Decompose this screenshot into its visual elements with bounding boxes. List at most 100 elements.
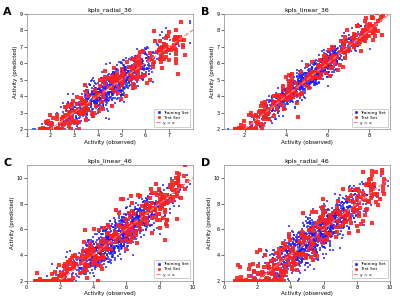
Point bbox=[300, 78, 306, 83]
Point bbox=[334, 215, 341, 220]
Point bbox=[295, 84, 302, 89]
Point bbox=[317, 214, 324, 219]
Point bbox=[163, 201, 169, 205]
Point bbox=[297, 69, 304, 74]
Point bbox=[306, 233, 312, 238]
Point bbox=[286, 79, 292, 84]
Point bbox=[120, 71, 127, 76]
Point bbox=[114, 237, 121, 241]
Point bbox=[103, 246, 110, 251]
Point bbox=[128, 219, 134, 224]
Point bbox=[121, 231, 127, 236]
Point bbox=[341, 220, 347, 225]
Point bbox=[238, 278, 244, 283]
Point bbox=[248, 120, 254, 125]
Point bbox=[338, 215, 344, 219]
Point bbox=[270, 266, 277, 271]
Point bbox=[122, 250, 128, 255]
Point bbox=[246, 267, 252, 271]
Point bbox=[92, 92, 98, 97]
Point bbox=[265, 112, 271, 117]
Point bbox=[110, 90, 116, 95]
Point bbox=[100, 102, 106, 107]
Point bbox=[97, 97, 103, 102]
Point bbox=[118, 88, 125, 93]
Point bbox=[80, 112, 87, 116]
Point bbox=[100, 105, 106, 109]
Point bbox=[90, 254, 96, 259]
Point bbox=[103, 241, 109, 245]
Point bbox=[300, 211, 306, 215]
Point bbox=[285, 259, 292, 264]
Point bbox=[156, 186, 162, 191]
Point bbox=[113, 238, 119, 242]
Point bbox=[121, 64, 127, 69]
Point bbox=[280, 83, 286, 88]
Point bbox=[256, 272, 262, 277]
Point bbox=[125, 74, 132, 79]
Point bbox=[134, 68, 140, 73]
Point bbox=[174, 187, 180, 192]
Point bbox=[83, 253, 90, 258]
Point bbox=[369, 24, 376, 28]
Point bbox=[298, 82, 305, 87]
Point bbox=[296, 93, 302, 98]
Point bbox=[149, 57, 156, 62]
Point bbox=[104, 85, 110, 89]
Point bbox=[148, 56, 154, 61]
Point bbox=[300, 81, 306, 85]
Point bbox=[58, 278, 64, 283]
Point bbox=[310, 74, 316, 79]
Point bbox=[312, 245, 318, 250]
Point bbox=[172, 189, 178, 194]
Point bbox=[149, 70, 156, 75]
Point bbox=[102, 97, 108, 102]
Point bbox=[86, 245, 93, 249]
Point bbox=[276, 97, 282, 102]
Point bbox=[292, 255, 298, 259]
Point bbox=[326, 60, 332, 65]
Point bbox=[349, 42, 355, 47]
Point bbox=[345, 210, 351, 215]
Point bbox=[369, 15, 376, 20]
Point bbox=[111, 244, 117, 249]
Point bbox=[296, 91, 303, 96]
Point bbox=[103, 229, 110, 234]
Point bbox=[92, 255, 99, 260]
Point bbox=[77, 112, 83, 117]
Point bbox=[312, 77, 318, 82]
Point bbox=[84, 261, 91, 266]
Point bbox=[282, 88, 288, 93]
Point bbox=[104, 81, 110, 85]
Point bbox=[97, 257, 104, 261]
Point bbox=[255, 278, 262, 283]
Point bbox=[351, 211, 357, 215]
Point bbox=[82, 261, 88, 265]
Point bbox=[162, 48, 168, 53]
Point bbox=[278, 103, 284, 108]
Point bbox=[252, 127, 258, 132]
Point bbox=[88, 258, 94, 262]
Point bbox=[262, 112, 268, 117]
Point bbox=[119, 218, 126, 223]
Point bbox=[87, 251, 94, 256]
Point bbox=[49, 278, 55, 283]
Point bbox=[142, 206, 148, 211]
Point bbox=[100, 253, 106, 258]
Point bbox=[296, 78, 303, 83]
Point bbox=[39, 278, 45, 283]
Point bbox=[320, 228, 326, 233]
Point bbox=[375, 18, 382, 23]
Point bbox=[299, 76, 306, 81]
Point bbox=[299, 76, 306, 81]
Point bbox=[344, 209, 350, 214]
Point bbox=[159, 65, 165, 70]
Point bbox=[64, 278, 71, 283]
Point bbox=[114, 243, 121, 248]
Point bbox=[284, 261, 290, 266]
Point bbox=[82, 270, 88, 275]
Point bbox=[156, 52, 163, 57]
Point bbox=[302, 243, 308, 248]
Point bbox=[92, 245, 98, 250]
Point bbox=[113, 75, 120, 80]
